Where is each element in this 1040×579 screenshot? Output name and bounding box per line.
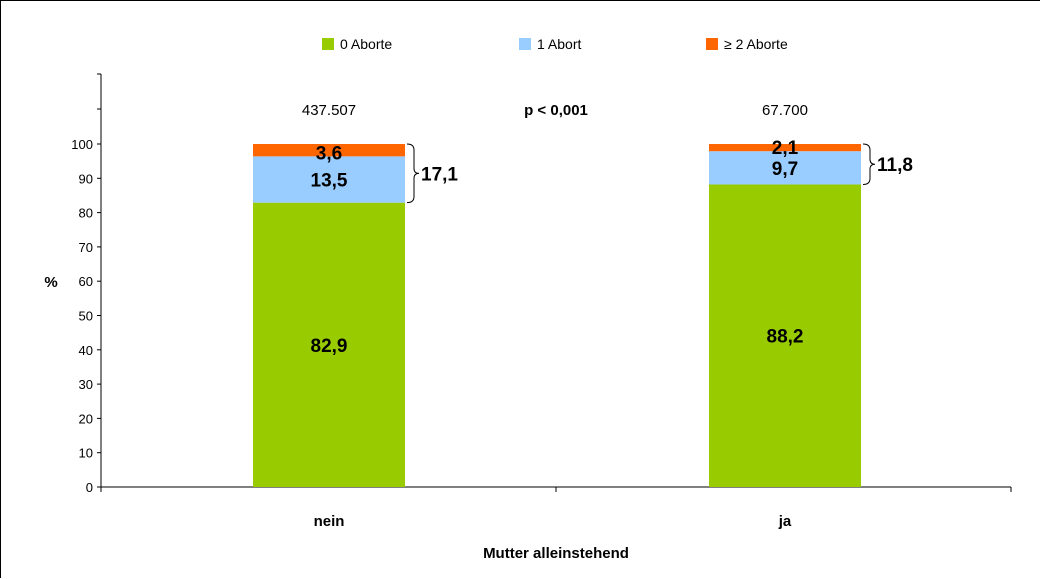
y-axis: 0 10 20 30 40 50 60 70 80 90 100 (71, 73, 102, 495)
y-axis-title: % (44, 274, 57, 291)
bracket-sum-label: 17,1 (421, 164, 458, 185)
x-axis-title: Mutter alleinstehend (483, 545, 629, 562)
bar-segment (253, 144, 405, 157)
y-tick-label: 50 (79, 309, 93, 324)
legend-item: 0 Aborte (322, 36, 392, 52)
legend-swatch (322, 38, 334, 50)
bar-segment (709, 184, 861, 487)
x-tick-label: ja (778, 513, 792, 530)
bars: 82,9 13,5 3,6 88,2 9,72,1 (253, 138, 861, 487)
legend-swatch (519, 38, 531, 50)
legend-label: ≥ 2 Aborte (724, 36, 788, 52)
sum-bracket (406, 143, 420, 204)
bracket-sum-label: 11,8 (877, 155, 913, 176)
y-tick-label: 70 (79, 240, 93, 255)
y-tick-label: 0 (86, 480, 93, 495)
legend-label: 0 Aborte (340, 36, 392, 52)
bar-total-label: 67.700 (762, 102, 808, 119)
bar-segment (253, 202, 405, 487)
legend-item: 1 Abort (519, 36, 581, 52)
y-tick-label: 10 (79, 446, 93, 461)
sum-bracket (862, 143, 876, 185)
y-tick-label: 100 (71, 137, 93, 152)
y-tick-label: 20 (79, 411, 93, 426)
legend-item: ≥ 2 Aborte (706, 36, 788, 52)
bar-value-label: 2,1 (772, 138, 799, 159)
bar-value-label: 82,9 (311, 336, 348, 357)
annotations: 437.507 17,1 67.700 11,8 (302, 102, 913, 204)
y-tick-label: 60 (79, 274, 93, 289)
y-tick-label: 30 (79, 377, 93, 392)
bar-total-label: 437.507 (302, 102, 356, 119)
bar-segment (253, 156, 405, 203)
legend-label: 1 Abort (537, 36, 581, 52)
y-tick-label: 80 (79, 206, 93, 221)
p-value-annotation: p < 0,001 (524, 102, 588, 119)
y-tick-label: 40 (79, 343, 93, 358)
bar-value-label: 13,5 (311, 171, 348, 192)
bar-value-label: 9,7 (772, 159, 798, 180)
x-tick-label: nein (314, 513, 345, 530)
bar-segment (709, 151, 861, 185)
bar-value-label: 88,2 (767, 327, 804, 348)
legend: 0 Aborte 1 Abort ≥ 2 Aborte (322, 36, 788, 52)
legend-swatch (706, 38, 718, 50)
bar-value-label: 3,6 (316, 143, 342, 164)
x-axis: nein ja (100, 486, 1012, 530)
y-tick-label: 90 (79, 171, 93, 186)
bar-segment (709, 144, 861, 152)
